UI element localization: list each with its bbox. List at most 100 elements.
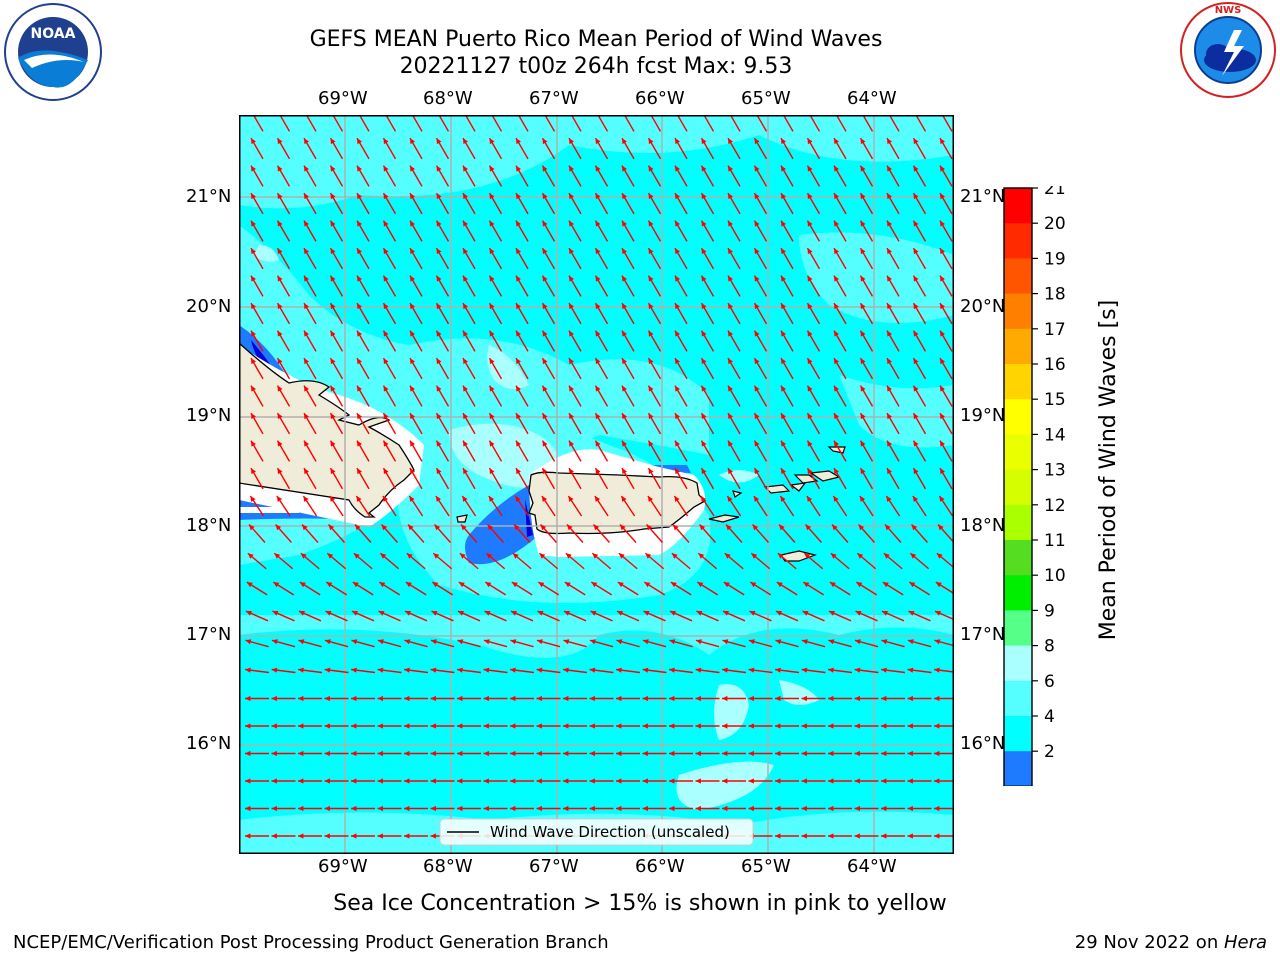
wave-direction-arrow (513, 524, 531, 543)
wave-direction-arrow (886, 192, 900, 215)
wave-direction-arrow (647, 220, 662, 242)
wave-direction-arrow (462, 302, 476, 325)
wave-direction-arrow (435, 385, 450, 407)
footer-credit: NCEP/EMC/Verification Post Processing Pr… (13, 932, 609, 953)
wave-direction-arrow (250, 385, 264, 407)
wave-direction-arrow (329, 137, 344, 160)
wave-direction-arrow (404, 610, 428, 622)
wave-direction-arrow (431, 610, 454, 622)
wave-direction-arrow (512, 552, 532, 570)
map-border (239, 115, 954, 854)
wave-direction-arrow (488, 330, 503, 352)
colorbar-tick-label: 19 (1044, 249, 1066, 269)
wave-direction-arrow (488, 385, 503, 407)
wave-direction-arrow (647, 412, 662, 435)
wave-direction-arrow (271, 778, 296, 784)
wave-direction-arrow (674, 192, 688, 215)
wave-direction-arrow (674, 302, 688, 325)
wave-direction-arrow (353, 552, 373, 570)
wave-direction-arrow (700, 440, 715, 462)
wave-direction-arrow (594, 467, 609, 490)
wave-direction-arrow (250, 192, 264, 215)
wave-direction-arrow (907, 833, 932, 839)
wave-direction-arrow (753, 275, 768, 297)
wave-direction-arrow (647, 357, 662, 380)
wave-direction-arrow (405, 581, 427, 596)
wave-direction-arrow (377, 695, 402, 702)
wave-direction-arrow (382, 247, 397, 270)
wave-direction-arrow (881, 695, 905, 702)
lon-label-top: 69°W (318, 88, 368, 109)
wave-direction-arrow (298, 610, 322, 622)
wave-direction-arrow (934, 723, 954, 729)
wave-direction-arrow (644, 552, 665, 570)
wave-direction-arrow (722, 695, 746, 702)
wave-direction-arrow (886, 220, 900, 242)
legend-label: Wind Wave Direction (unscaled) (490, 823, 730, 841)
wave-direction-arrow (510, 778, 534, 784)
wave-direction-arrow (722, 750, 746, 757)
wave-direction-arrow (801, 695, 826, 702)
wave-direction-arrow (674, 412, 688, 435)
wave-direction-arrow (356, 467, 370, 490)
lat-label-left: 18°N (186, 515, 232, 536)
lon-label-bottom: 69°W (318, 856, 368, 877)
wave-direction-arrow (328, 524, 345, 543)
wave-direction-arrow (303, 275, 317, 297)
wave-direction-arrow (271, 805, 296, 812)
colorbar-segment (1004, 328, 1032, 365)
wave-direction-arrow (382, 220, 397, 242)
wave-direction-arrow (697, 552, 718, 570)
wave-direction-arrow (488, 275, 503, 297)
wave-direction-arrow (409, 385, 423, 407)
wave-direction-arrow (298, 667, 322, 674)
wave-direction-arrow (435, 165, 450, 187)
wave-direction-arrow (435, 247, 450, 270)
wave-direction-arrow (722, 610, 746, 622)
wave-direction-arrow (435, 275, 450, 297)
lat-label-left: 19°N (186, 405, 232, 426)
lon-label-bottom: 64°W (847, 856, 897, 877)
wave-direction-arrow (324, 667, 349, 674)
wave-direction-arrow (462, 385, 476, 407)
wave-direction-arrow (748, 639, 773, 648)
wave-direction-arrow (589, 750, 614, 757)
wave-direction-arrow (435, 357, 450, 380)
lat-label-left: 17°N (186, 624, 232, 645)
wave-direction-arrow (885, 495, 901, 517)
wave-direction-arrow (616, 805, 640, 812)
wave-direction-arrow (724, 552, 744, 570)
wave-direction-arrow (806, 412, 821, 435)
wave-direction-arrow (647, 440, 662, 462)
wave-direction-arrow (855, 610, 878, 622)
wave-direction-arrow (275, 524, 292, 543)
wave-direction-arrow (881, 805, 905, 812)
wave-direction-arrow (356, 247, 370, 270)
wave-direction-arrow (568, 330, 582, 352)
wave-direction-arrow (911, 524, 928, 543)
wave-direction-arrow (939, 247, 953, 270)
colorbar-segment (1004, 188, 1032, 224)
wave-direction-arrow (621, 302, 635, 325)
wave-direction-arrow (382, 412, 397, 435)
wave-direction-arrow (752, 524, 769, 543)
wave-direction-arrow (329, 495, 344, 517)
wave-direction-arrow (723, 581, 745, 596)
wave-direction-arrow (671, 552, 691, 570)
wave-direction-arrow (351, 639, 375, 648)
wave-direction-arrow (859, 440, 874, 462)
wave-direction-arrow (753, 357, 768, 380)
wave-direction-arrow (382, 467, 397, 490)
wave-direction-arrow (355, 495, 371, 517)
wave-direction-arrow (382, 165, 397, 187)
wave-direction-arrow (271, 667, 296, 674)
wave-direction-arrow (324, 695, 349, 702)
wave-direction-arrow (271, 750, 296, 757)
wave-direction-arrow (831, 524, 849, 543)
wave-direction-arrow (780, 247, 794, 270)
wave-direction-arrow (806, 440, 821, 462)
wave-direction-arrow (937, 524, 954, 543)
wave-direction-arrow (298, 723, 322, 729)
wave-direction-arrow (250, 302, 264, 325)
wave-direction-arrow (457, 778, 481, 784)
